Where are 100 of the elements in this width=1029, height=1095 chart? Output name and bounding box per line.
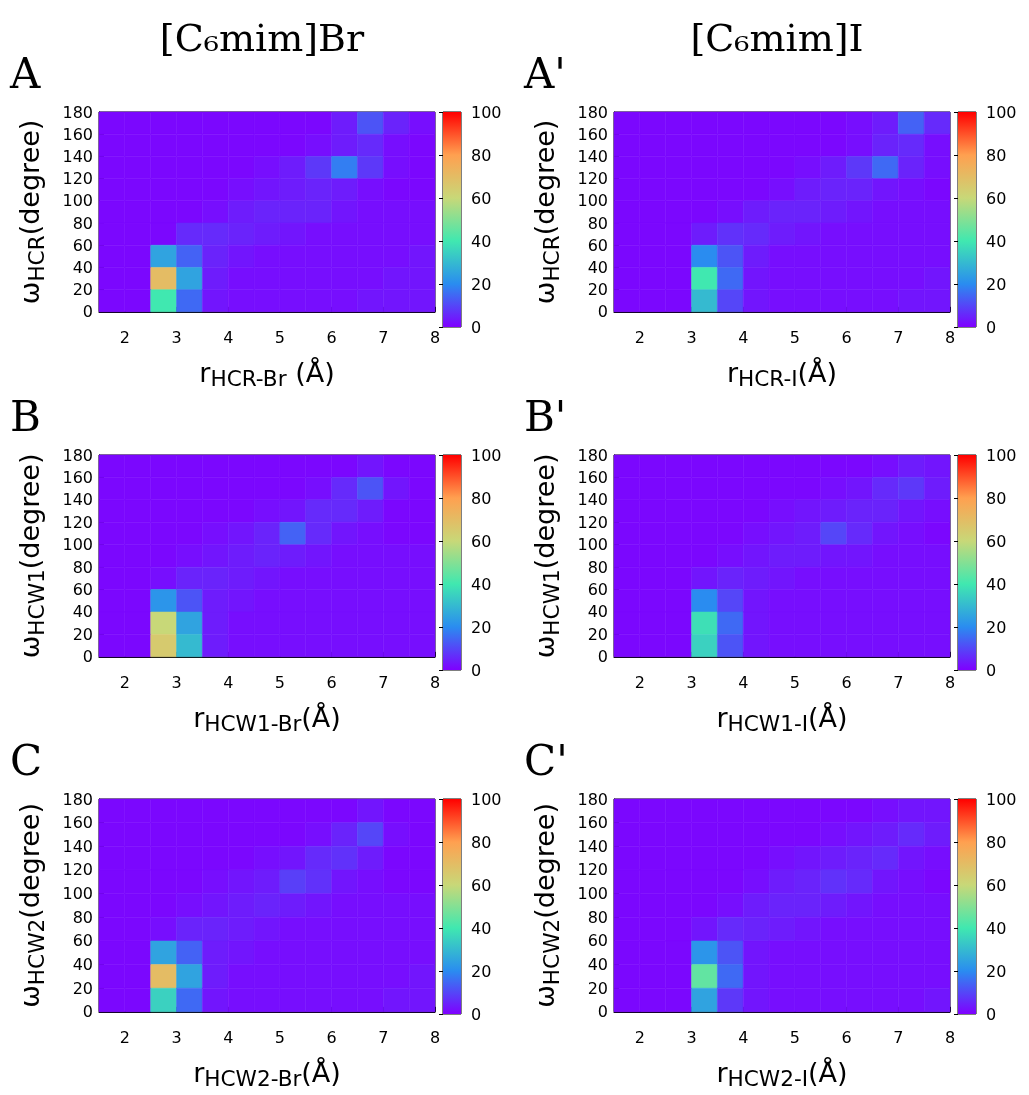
y-tick-label: 40: [587, 955, 608, 975]
color-bar-label: 20: [986, 617, 1007, 637]
y-tick-label: 180: [577, 789, 608, 809]
x-tick-label: 2: [634, 1028, 645, 1048]
color-bar-label: 80: [471, 145, 492, 165]
y-tick-label: 180: [62, 789, 93, 809]
y-tick-label: 120: [577, 860, 608, 880]
x-tick-label: 3: [686, 673, 697, 693]
text: A': [523, 48, 566, 98]
y-tick-label: 20: [72, 978, 93, 998]
y-tick-label: 40: [587, 257, 608, 277]
color-bar-label: 80: [471, 488, 492, 508]
y-tick-label: 120: [577, 512, 608, 532]
y-tick-label: 80: [72, 557, 93, 577]
color-bar-label: 40: [471, 918, 492, 938]
y-tick-label: 120: [577, 169, 608, 189]
x-tick-label: 8: [429, 328, 441, 348]
x-tick-label: 4: [223, 328, 234, 348]
color-bar-label: 100: [986, 102, 1017, 122]
y-tick-label: 0: [597, 647, 608, 667]
y-tick-label: 100: [577, 884, 608, 904]
color-bar-label: 20: [986, 274, 1007, 294]
x-tick-label: 5: [274, 328, 286, 348]
x-tick-label: 5: [789, 1028, 801, 1048]
y-tick-label: 100: [577, 191, 608, 211]
y-axis-title: ωHCR(degree): [14, 119, 49, 305]
color-bar-label: 80: [471, 832, 492, 852]
y-tick-label: 20: [587, 624, 608, 644]
y-tick-label: 0: [82, 647, 93, 667]
y-axis-title: ωHCW2(degree): [14, 803, 49, 1008]
x-tick-label: 2: [634, 328, 645, 348]
color-bar-label: 100: [986, 445, 1017, 465]
y-tick-label: 100: [62, 884, 93, 904]
text: B': [524, 391, 567, 441]
x-tick-label: 4: [738, 328, 749, 348]
color-bar-label: 40: [986, 918, 1007, 938]
y-tick-label: 60: [587, 235, 608, 255]
y-tick-label: 180: [577, 102, 608, 122]
x-tick-label: 7: [378, 673, 389, 693]
x-tick-label: 3: [686, 1028, 697, 1048]
y-tick-label: 60: [587, 931, 608, 951]
color-bar-label: 80: [986, 488, 1007, 508]
x-tick-label: 5: [789, 328, 801, 348]
x-tick-label: 3: [171, 328, 182, 348]
y-tick-label: 20: [587, 978, 608, 998]
y-tick-label: 0: [82, 1002, 93, 1022]
y-tick-label: 140: [62, 836, 93, 856]
x-tick-label: 5: [274, 673, 286, 693]
x-tick-label: 8: [944, 1028, 956, 1048]
color-bar-label: 0: [471, 317, 482, 337]
x-tick-label: 7: [893, 673, 904, 693]
y-tick-label: 80: [72, 907, 93, 927]
color-bar-label: 100: [471, 102, 502, 122]
y-tick-label: 140: [577, 146, 608, 166]
x-tick-label: 4: [223, 1028, 234, 1048]
y-tick-label: 120: [62, 169, 93, 189]
color-bar-label: 60: [986, 188, 1007, 208]
y-tick-label: 0: [82, 302, 93, 322]
x-tick-label: 4: [738, 673, 749, 693]
x-tick-label: 7: [893, 1028, 904, 1048]
x-tick-label: 2: [119, 673, 130, 693]
x-tick-label: 8: [944, 673, 956, 693]
color-bar-label: 0: [986, 660, 997, 680]
y-tick-label: 100: [62, 191, 93, 211]
y-tick-label: 20: [72, 280, 93, 300]
text: C: [10, 735, 43, 785]
y-tick-label: 140: [62, 146, 93, 166]
color-bar-label: 100: [471, 445, 502, 465]
color-bar-label: 0: [471, 660, 482, 680]
y-tick-label: 180: [62, 102, 93, 122]
color-bar-label: 60: [471, 531, 492, 551]
x-tick-label: 6: [841, 328, 852, 348]
x-tick-label: 3: [686, 328, 697, 348]
y-tick-label: 40: [72, 257, 93, 277]
y-tick-label: 40: [72, 955, 93, 975]
color-bar-label: 60: [986, 531, 1007, 551]
text: C': [524, 735, 568, 785]
x-tick-label: 5: [274, 1028, 286, 1048]
y-tick-label: 20: [587, 280, 608, 300]
y-tick-label: 160: [62, 467, 93, 487]
x-tick-label: 6: [326, 328, 337, 348]
x-tick-label: 3: [171, 1028, 182, 1048]
color-bar-label: 40: [986, 574, 1007, 594]
color-bar-label: 100: [471, 789, 502, 809]
y-axis-title: ωHCW2(degree): [529, 803, 564, 1008]
y-tick-label: 100: [62, 535, 93, 555]
color-bar-label: 80: [986, 145, 1007, 165]
y-tick-label: 160: [62, 813, 93, 833]
y-axis-title: ωHCR(degree): [529, 119, 564, 305]
y-tick-label: 40: [72, 602, 93, 622]
color-bar-label: 20: [471, 274, 492, 294]
x-tick-label: 2: [634, 673, 645, 693]
text: A: [9, 48, 41, 98]
x-tick-label: 8: [429, 1028, 441, 1048]
y-axis-title: ωHCW1(degree): [529, 453, 564, 659]
y-tick-label: 180: [62, 445, 93, 465]
color-bar-label: 20: [471, 961, 492, 981]
color-bar-label: 40: [471, 231, 492, 251]
y-tick-label: 140: [577, 836, 608, 856]
y-tick-label: 80: [587, 557, 608, 577]
